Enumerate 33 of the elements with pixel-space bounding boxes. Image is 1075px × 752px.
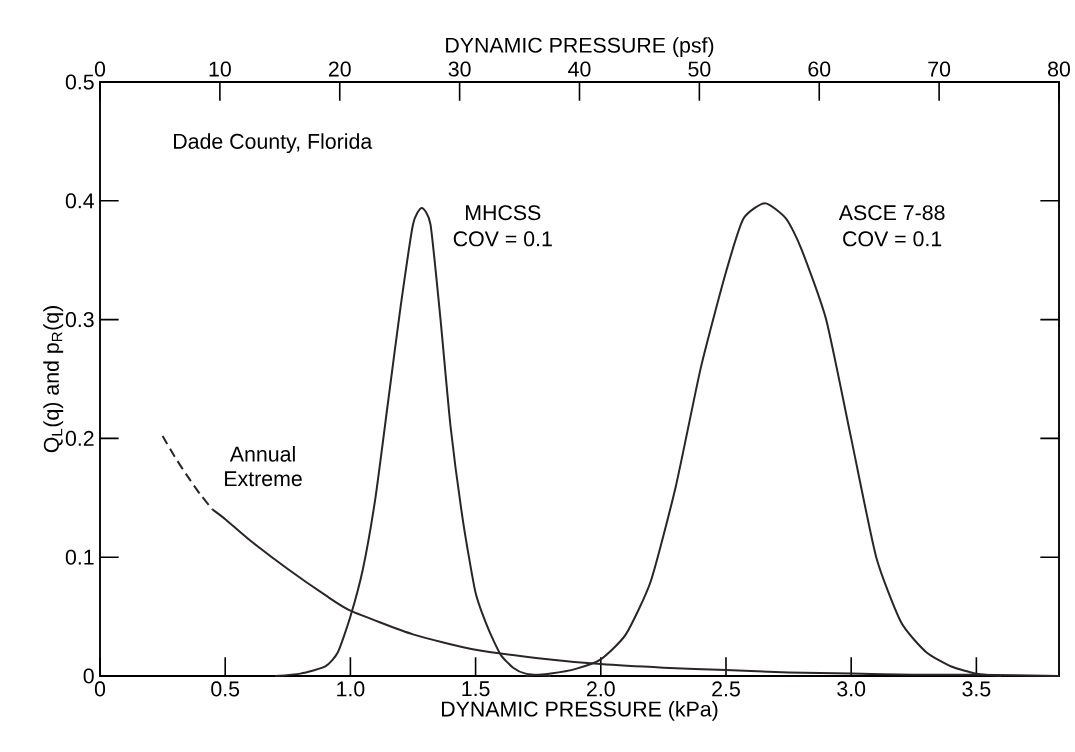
y-tick-label: 0.1 <box>65 549 94 565</box>
annotation: Extreme <box>225 471 302 487</box>
x2-tick-label: 60 <box>808 61 831 77</box>
x2-tick-label: 40 <box>568 61 591 77</box>
annotation: COV = 0.1 <box>843 231 942 247</box>
y-tick-label: 0.4 <box>65 193 94 209</box>
x-tick-label: 3.5 <box>962 681 991 697</box>
x-tick-label: 1.5 <box>462 681 490 697</box>
x2-tick-label: 30 <box>448 61 471 77</box>
x-tick-label: 0.5 <box>211 681 240 697</box>
x2-tick-label: 10 <box>209 61 231 77</box>
y-tick-label: 0.2 <box>65 430 94 446</box>
y-tick-label: 0 <box>83 668 94 684</box>
annotation: Dade County, Florida <box>174 133 373 154</box>
x2-tick-label: 20 <box>328 61 351 77</box>
annotation: COV = 0.1 <box>453 231 552 247</box>
y-tick-label: 0.3 <box>65 312 94 328</box>
annotation: Annual <box>229 446 295 462</box>
x-tick-label: 1.0 <box>337 681 365 697</box>
x2-tick-label: 80 <box>1048 61 1071 77</box>
x2-tick-label: 0 <box>94 61 106 77</box>
x-axis-title: DYNAMIC PRESSURE (kPa) <box>441 700 718 721</box>
x2-tick-label: 50 <box>688 61 711 77</box>
x2-tick-label: 70 <box>928 61 951 77</box>
x-tick-label: 3.0 <box>837 681 866 697</box>
y-tick-label: 0.5 <box>65 74 94 90</box>
x-tick-label: 0 <box>94 681 106 697</box>
x-tick-label: 2.5 <box>712 681 740 697</box>
x2-axis-title: DYNAMIC PRESSURE (psf) <box>446 37 714 58</box>
annotation: ASCE 7-88 <box>838 205 945 221</box>
x-tick-label: 2.0 <box>587 681 615 697</box>
annotation: MHCSS <box>466 205 541 221</box>
y-axis-title: Q$_{L}$(q) and p$_{R}$(q) <box>43 306 64 453</box>
